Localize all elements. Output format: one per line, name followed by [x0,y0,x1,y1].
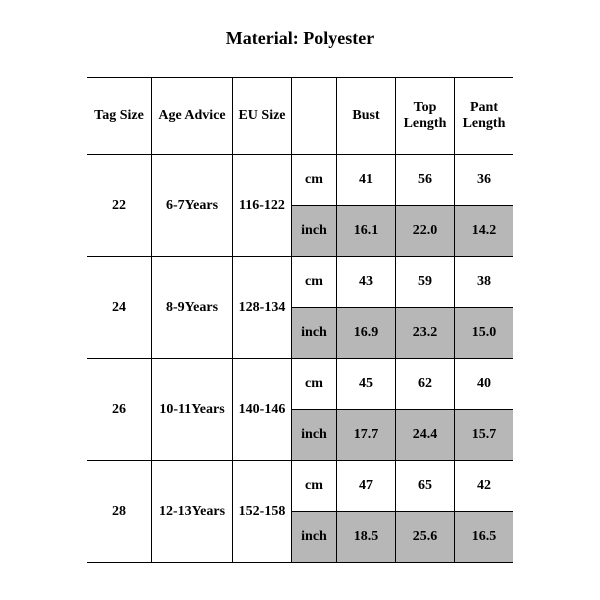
cell-top_length-inch: 22.0 [396,206,455,257]
cell-bust-cm: 45 [337,359,396,410]
cell-pant_length-inch: 14.2 [455,206,514,257]
cell-age-advice: 6-7Years [152,155,233,257]
cell-top_length-cm: 62 [396,359,455,410]
cell-pant_length-inch: 15.0 [455,308,514,359]
cell-top_length-cm: 59 [396,257,455,308]
table-row: 248-9Years128-134cm435938 [87,257,513,308]
cell-bust-cm: 43 [337,257,396,308]
cell-eu-size: 152-158 [233,461,292,563]
cell-bust-inch: 17.7 [337,410,396,461]
cell-bust-cm: 47 [337,461,396,512]
page-title: Material: Polyester [0,0,600,77]
cell-age-advice: 12-13Years [152,461,233,563]
cell-age-advice: 8-9Years [152,257,233,359]
cell-top_length-inch: 25.6 [396,512,455,563]
cell-eu-size: 128-134 [233,257,292,359]
cell-eu-size: 140-146 [233,359,292,461]
cell-pant_length-cm: 42 [455,461,514,512]
cell-pant_length-inch: 16.5 [455,512,514,563]
cell-pant_length-cm: 36 [455,155,514,206]
cell-pant_length-cm: 40 [455,359,514,410]
cell-top_length-inch: 24.4 [396,410,455,461]
col-header-age-advice: Age Advice [152,78,233,155]
cell-unit-inch: inch [292,206,337,257]
cell-top_length-cm: 56 [396,155,455,206]
cell-unit-inch: inch [292,308,337,359]
col-header-tag-size: Tag Size [87,78,152,155]
cell-unit-cm: cm [292,461,337,512]
cell-unit-inch: inch [292,512,337,563]
cell-bust-inch: 18.5 [337,512,396,563]
cell-unit-cm: cm [292,257,337,308]
table-row: 2812-13Years152-158cm476542 [87,461,513,512]
cell-unit-cm: cm [292,155,337,206]
table-row: 226-7Years116-122cm415636 [87,155,513,206]
cell-top_length-cm: 65 [396,461,455,512]
col-header-unit [292,78,337,155]
cell-unit-inch: inch [292,410,337,461]
col-header-pant-length: Pant Length [455,78,514,155]
cell-tag-size: 26 [87,359,152,461]
cell-eu-size: 116-122 [233,155,292,257]
cell-bust-inch: 16.1 [337,206,396,257]
header-row: Tag Size Age Advice EU Size Bust Top Len… [87,78,513,155]
cell-unit-cm: cm [292,359,337,410]
col-header-bust: Bust [337,78,396,155]
col-header-top-length: Top Length [396,78,455,155]
cell-tag-size: 24 [87,257,152,359]
col-header-eu-size: EU Size [233,78,292,155]
cell-pant_length-inch: 15.7 [455,410,514,461]
cell-tag-size: 28 [87,461,152,563]
cell-age-advice: 10-11Years [152,359,233,461]
cell-bust-inch: 16.9 [337,308,396,359]
cell-tag-size: 22 [87,155,152,257]
cell-top_length-inch: 23.2 [396,308,455,359]
size-table: Tag Size Age Advice EU Size Bust Top Len… [87,77,513,563]
cell-pant_length-cm: 38 [455,257,514,308]
cell-bust-cm: 41 [337,155,396,206]
table-row: 2610-11Years140-146cm456240 [87,359,513,410]
